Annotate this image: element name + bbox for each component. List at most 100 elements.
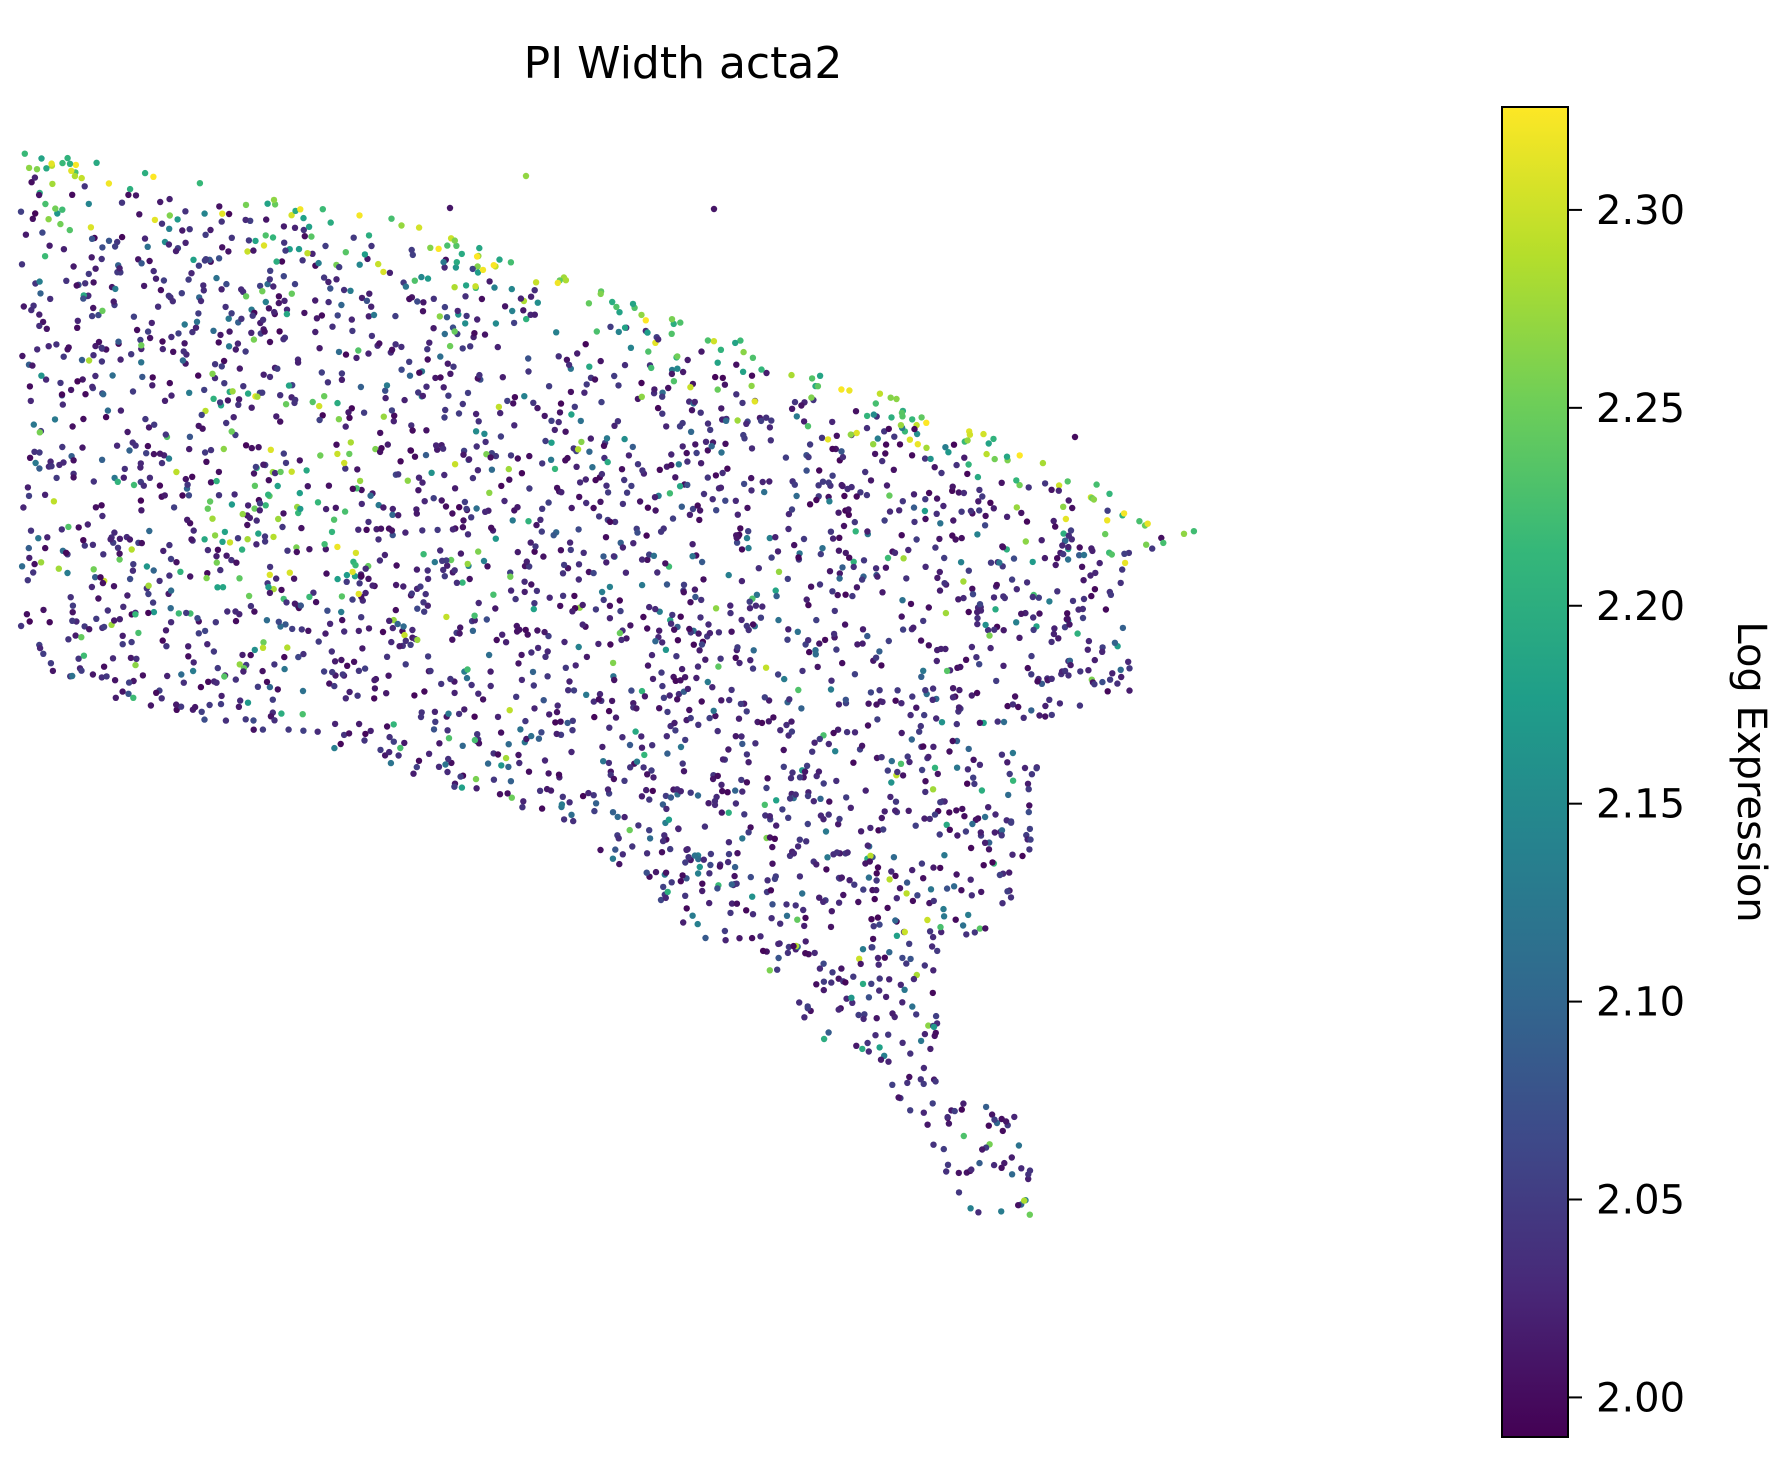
scatter-point bbox=[343, 578, 350, 585]
scatter-point bbox=[315, 259, 322, 267]
scatter-point bbox=[356, 580, 363, 587]
scatter-point bbox=[1015, 703, 1022, 711]
scatter-point bbox=[973, 654, 980, 661]
scatter-point bbox=[18, 261, 26, 268]
scatter-point bbox=[1051, 625, 1058, 632]
scatter-point bbox=[769, 860, 776, 867]
scatter-point bbox=[244, 248, 251, 255]
scatter-point bbox=[852, 528, 859, 535]
scatter-point bbox=[732, 654, 739, 661]
scatter-point bbox=[813, 496, 820, 504]
scatter-point bbox=[679, 368, 687, 376]
scatter-point bbox=[718, 781, 725, 788]
scatter-point bbox=[345, 409, 352, 416]
scatter-point bbox=[960, 1100, 967, 1107]
scatter-point bbox=[528, 581, 535, 588]
scatter-point bbox=[923, 444, 930, 451]
scatter-point bbox=[906, 436, 914, 443]
scatter-point bbox=[920, 875, 927, 882]
scatter-point bbox=[949, 694, 957, 701]
scatter-point bbox=[345, 730, 353, 737]
scatter-point bbox=[204, 570, 211, 577]
scatter-point bbox=[355, 526, 362, 533]
scatter-point bbox=[835, 509, 842, 516]
scatter-point bbox=[728, 900, 736, 907]
scatter-point bbox=[251, 608, 258, 615]
scatter-point bbox=[870, 923, 877, 930]
scatter-point bbox=[668, 879, 675, 886]
scatter-point bbox=[920, 667, 927, 674]
scatter-point bbox=[185, 492, 193, 499]
scatter-point bbox=[968, 892, 975, 899]
scatter-point bbox=[534, 627, 541, 634]
scatter-point bbox=[59, 443, 66, 451]
scatter-point bbox=[143, 563, 151, 570]
scatter-point bbox=[882, 450, 889, 457]
scatter-point bbox=[482, 508, 489, 515]
scatter-point bbox=[318, 312, 326, 319]
scatter-point bbox=[1104, 688, 1111, 695]
scatter-point bbox=[388, 527, 396, 534]
scatter-point bbox=[555, 418, 562, 426]
scatter-point bbox=[650, 774, 657, 781]
scatter-point bbox=[69, 617, 76, 624]
scatter-point bbox=[698, 558, 706, 566]
scatter-point bbox=[334, 575, 341, 583]
scatter-point bbox=[747, 824, 754, 831]
scatter-point bbox=[440, 566, 447, 574]
scatter-point bbox=[430, 325, 437, 332]
scatter-point bbox=[537, 516, 544, 523]
scatter-point bbox=[203, 574, 210, 582]
scatter-point bbox=[680, 768, 688, 775]
scatter-point bbox=[167, 555, 175, 563]
scatter-point bbox=[213, 679, 220, 686]
scatter-point bbox=[801, 922, 808, 930]
scatter-point bbox=[836, 534, 843, 541]
scatter-point bbox=[34, 346, 41, 353]
scatter-point bbox=[767, 887, 775, 894]
scatter-point bbox=[733, 361, 740, 368]
scatter-point bbox=[238, 315, 245, 322]
scatter-point bbox=[901, 986, 908, 993]
scatter-point bbox=[553, 484, 561, 492]
scatter-point bbox=[638, 581, 646, 589]
scatter-point bbox=[114, 544, 122, 551]
scatter-point bbox=[907, 955, 914, 963]
scatter-point bbox=[1102, 530, 1109, 538]
scatter-point bbox=[361, 737, 368, 744]
scatter-point bbox=[419, 479, 426, 486]
scatter-point bbox=[844, 849, 851, 856]
scatter-point bbox=[804, 820, 811, 828]
scatter-point bbox=[270, 283, 277, 290]
scatter-point bbox=[80, 537, 87, 544]
scatter-point bbox=[284, 547, 291, 554]
scatter-point bbox=[250, 717, 257, 724]
scatter-point bbox=[251, 505, 258, 512]
scatter-point bbox=[710, 205, 718, 213]
scatter-point bbox=[281, 653, 288, 661]
scatter-point bbox=[909, 897, 917, 905]
scatter-point bbox=[976, 601, 984, 608]
scatter-point bbox=[220, 445, 227, 453]
scatter-point bbox=[704, 474, 711, 481]
scatter-point bbox=[173, 701, 180, 708]
scatter-point bbox=[635, 822, 642, 829]
scatter-point bbox=[922, 496, 929, 503]
colorbar-tick-label: 2.25 bbox=[1596, 386, 1685, 432]
scatter-point bbox=[59, 206, 66, 213]
scatter-point bbox=[879, 589, 886, 596]
scatter-point bbox=[725, 571, 732, 579]
scatter-point bbox=[382, 394, 389, 402]
scatter-point bbox=[929, 1100, 936, 1107]
scatter-point bbox=[460, 451, 467, 458]
scatter-point bbox=[927, 1045, 934, 1053]
scatter-point bbox=[965, 911, 972, 919]
scatter-point bbox=[782, 454, 790, 461]
scatter-point bbox=[663, 733, 670, 740]
scatter-point bbox=[876, 975, 883, 982]
scatter-point bbox=[92, 504, 100, 511]
scatter-point bbox=[715, 663, 722, 670]
scatter-point bbox=[526, 485, 533, 492]
scatter-point bbox=[539, 505, 546, 512]
